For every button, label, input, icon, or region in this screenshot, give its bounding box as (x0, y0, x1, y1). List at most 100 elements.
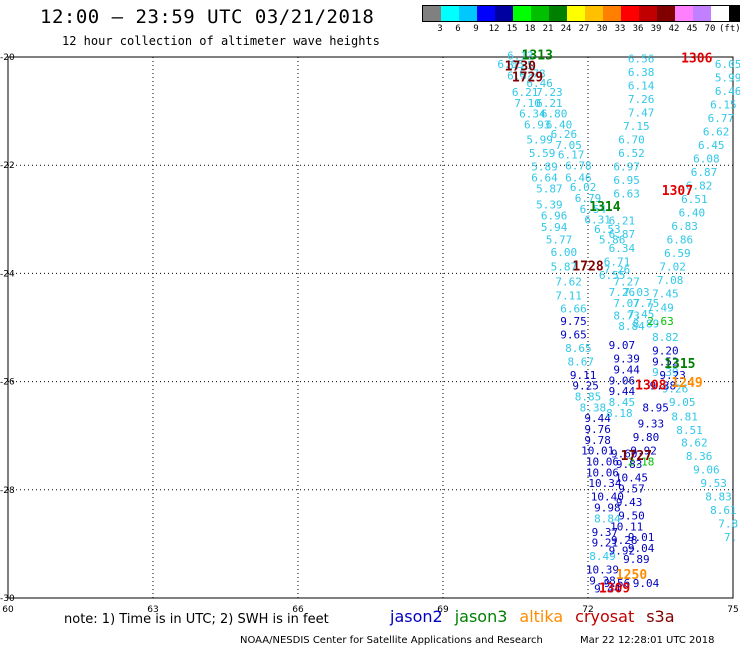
legend-swatch (477, 6, 495, 21)
legend-swatch (639, 6, 657, 21)
swh-value: 6.34 (609, 242, 636, 255)
swh-value: 9.38 (589, 574, 616, 587)
swh-value: 8.84 (594, 512, 621, 525)
swh-value: 6.21 (536, 97, 563, 110)
lat-tick-label: -24 (0, 269, 15, 279)
axis-ticks: 60 63 66 69 72 75 -20 -22 -24 -26 -28 -30 (0, 53, 739, 615)
swh-value: 6.21 (609, 215, 636, 228)
legend-label: 3 (437, 24, 443, 34)
swh-value: 6.26 (551, 128, 578, 141)
swh-value: 6.02 (570, 181, 597, 194)
swh-value: 6.34 (519, 108, 546, 121)
swh-value: 9.26 (662, 382, 689, 395)
map-frame (7, 56, 734, 599)
legend-swatch (567, 6, 585, 21)
satellite-legend-cryosat: cryosat (575, 607, 635, 626)
legend-swatch (441, 6, 459, 21)
pass-time-label: 1313 (522, 49, 553, 64)
swh-value: 6.71 (604, 255, 631, 268)
swh-value: 6.40 (546, 118, 573, 131)
swh-value: 9.33 (638, 418, 665, 431)
swh-value: 7.47 (628, 107, 655, 120)
swh-value: 6.38 (628, 66, 655, 79)
pass-time-label: 1306 (681, 51, 712, 66)
swh-value: 9.76 (584, 423, 611, 436)
swh-value: 9.92 (630, 445, 657, 458)
legend-swatch (495, 6, 513, 21)
swh-value: 6.17 (558, 149, 585, 162)
swh-value: 5.87 (551, 261, 578, 274)
swh-value: 10.40 (591, 491, 624, 504)
swh-value: 6.46 (565, 171, 592, 184)
swh-value: 2.18 (628, 455, 655, 468)
swh-value: 7.26 (609, 286, 636, 299)
footnote: note: 1) Time is in UTC; 2) SWH is in fe… (64, 612, 329, 627)
legend-swatch (711, 6, 729, 21)
legend-swatch (621, 6, 639, 21)
swh-value: 7.07 (613, 297, 640, 310)
swh-value: 6.97 (613, 161, 640, 174)
swh-value: 6.77 (708, 112, 735, 125)
swh-value: 10.45 (615, 472, 648, 485)
swh-value: 9.57 (618, 483, 645, 496)
swh-value: 9.44 (609, 385, 636, 398)
pass-time-label: 1314 (589, 200, 620, 215)
swh-value: 6.15 (710, 98, 737, 111)
swh-value: 8.51 (676, 424, 703, 437)
lon-tick-label: 63 (147, 605, 158, 615)
lat-tick-label: -20 (0, 53, 15, 63)
legend-label: 39 (650, 24, 662, 34)
swh-value: 6.21 (512, 86, 539, 99)
lat-tick-label: -26 (0, 378, 15, 388)
swh-value: 6.93 (524, 118, 551, 131)
swh-value: 6.05 (715, 58, 740, 71)
color-legend: 3 6 9 12 15 18 21 24 27 30 33 36 39 42 45 70 (ft) (422, 5, 740, 36)
swh-value: 8.81 (671, 411, 698, 424)
swh-value: 5.99 (715, 71, 740, 84)
swh-value: 7.26 (604, 263, 631, 276)
swh-value: 5.77 (546, 234, 573, 247)
swh-value: 6.82 (686, 180, 713, 193)
swh-value: 9.65 (560, 328, 587, 341)
swh-value: 9.39 (652, 366, 679, 379)
lon-tick-label: 69 (437, 605, 449, 615)
pass-time-label: 1250 (616, 568, 647, 583)
swh-value: 6.59 (664, 247, 691, 260)
swh-value: 9.04 (628, 542, 655, 555)
map-title: 12:00 – 23:59 UTC 03/21/2018 (40, 6, 375, 28)
legend-label: 24 (560, 24, 572, 34)
legend-labels: 3 6 9 12 15 18 21 24 27 30 33 36 39 42 45 70 (ft) (422, 22, 740, 36)
legend-swatches (422, 5, 740, 22)
legend-label: 36 (632, 24, 644, 34)
swh-value: 9.04 (633, 577, 660, 590)
swh-value: 6.87 (691, 166, 718, 179)
swh-value: 6.14 (628, 79, 655, 92)
swh-value: 9.98 (594, 501, 621, 514)
swh-value: 9.53 (700, 477, 727, 490)
swh-value: 7.49 (647, 301, 674, 314)
swh-value: 8.73 (613, 309, 640, 322)
legend-swatch (585, 6, 603, 21)
swh-value: 9.01 (628, 531, 655, 544)
legend-swatch (657, 6, 675, 21)
credit-line: NOAA/NESDIS Center for Satellite Applica… (240, 635, 543, 646)
satellite-legend-s3a: s3a (646, 607, 675, 626)
map-grid (7, 56, 734, 599)
pass-time-label: 1249 (671, 376, 702, 391)
swh-value: 5.87 (536, 182, 563, 195)
swh-value: 6.56 (628, 52, 655, 65)
swh-value: 9.37 (592, 526, 619, 539)
swh-value: 7.23 (536, 86, 563, 99)
pass-time-label: 1307 (662, 184, 693, 199)
swh-value: 9.20 (652, 345, 679, 358)
swh-value: 6.86 (667, 234, 694, 247)
satellite-legend-jason3: jason3 (454, 607, 508, 626)
swh-value: 9.83 (616, 458, 643, 471)
lon-tick-label: 66 (292, 605, 304, 615)
swh-value: 9.05 (669, 396, 696, 409)
swh-value: 9.28 (611, 534, 638, 547)
swh-value: 8.62 (681, 437, 708, 450)
swh-value: 9.44 (594, 583, 621, 596)
swh-value: 7.08 (657, 274, 684, 287)
swh-value: 7.02 (659, 261, 686, 274)
